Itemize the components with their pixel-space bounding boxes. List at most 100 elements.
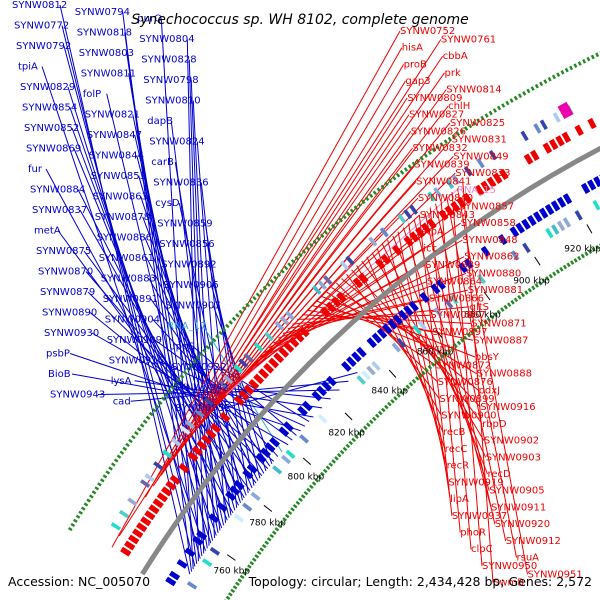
gene-label[interactable]: cad: [113, 396, 131, 407]
gene-label[interactable]: SYNW0952: [175, 403, 230, 414]
cog-gene-block[interactable]: [144, 473, 155, 483]
gene-label[interactable]: rbpD: [482, 419, 507, 430]
cog-gene-block[interactable]: [317, 414, 328, 424]
gene-label[interactable]: dapB: [147, 116, 173, 127]
gene-label[interactable]: SYNW0930: [44, 328, 99, 339]
gene-label[interactable]: SYNW0867: [430, 310, 485, 321]
reverse-gene-arrow[interactable]: [229, 485, 241, 496]
gene-label[interactable]: phoR: [460, 528, 486, 539]
gene-label[interactable]: purQ: [137, 14, 162, 25]
cog-gene-block[interactable]: [551, 224, 560, 235]
forward-gene-arrow[interactable]: [248, 378, 260, 390]
gene-label[interactable]: SYNW0920: [495, 519, 550, 530]
reverse-gene-arrow[interactable]: [208, 513, 220, 524]
cog-gene-block[interactable]: [127, 497, 138, 507]
cog-gene-block[interactable]: [243, 352, 254, 363]
gene-label[interactable]: SYNW0922: [171, 362, 226, 373]
gene-label[interactable]: SYNW0859: [157, 219, 212, 230]
gene-label[interactable]: SYNW0869: [26, 144, 81, 155]
forward-gene-arrow[interactable]: [144, 510, 156, 521]
gene-label[interactable]: SYNW0828: [141, 55, 196, 66]
gene-label[interactable]: cysD: [155, 198, 180, 209]
gene-label[interactable]: recR: [447, 461, 470, 472]
gene-label[interactable]: SYNW0809: [407, 93, 462, 104]
gene-label[interactable]: SYNW0804: [139, 34, 194, 45]
gene-label[interactable]: SYNW0831: [452, 135, 507, 146]
reverse-gene-arrow[interactable]: [216, 502, 228, 513]
gene-label[interactable]: SYNW0887: [473, 335, 528, 346]
forward-gene-arrow[interactable]: [325, 301, 337, 313]
cog-gene-block[interactable]: [451, 174, 461, 185]
gene-label[interactable]: BioB: [48, 369, 71, 380]
gene-label[interactable]: RNA_17: [167, 321, 206, 332]
reverse-gene-arrow[interactable]: [176, 559, 188, 569]
reverse-gene-arrow[interactable]: [196, 530, 208, 541]
gene-label[interactable]: SYNW0890: [42, 308, 97, 319]
gene-label[interactable]: SYNW0879: [40, 287, 95, 298]
reverse-gene-arrow[interactable]: [264, 442, 276, 453]
gene-label[interactable]: SYNW0889: [425, 260, 480, 271]
reverse-gene-arrow[interactable]: [562, 193, 573, 205]
forward-gene-arrow[interactable]: [278, 347, 290, 358]
reverse-gene-arrow[interactable]: [341, 361, 352, 372]
gene-label[interactable]: SYNW0848: [462, 235, 517, 246]
cog-gene-block[interactable]: [444, 298, 454, 309]
reverse-gene-arrow[interactable]: [282, 421, 294, 432]
cog-gene-block[interactable]: [557, 101, 574, 120]
gene-label[interactable]: SYNW0861: [99, 253, 154, 264]
forward-gene-arrow[interactable]: [200, 434, 212, 445]
gene-label[interactable]: lipA: [450, 494, 469, 505]
forward-gene-arrow[interactable]: [161, 486, 173, 497]
cog-gene-block[interactable]: [476, 157, 485, 169]
forward-gene-arrow[interactable]: [178, 462, 190, 474]
forward-gene-arrow[interactable]: [283, 341, 295, 353]
forward-gene-arrow[interactable]: [169, 474, 181, 485]
cog-gene-block[interactable]: [545, 227, 554, 239]
gene-label[interactable]: SYNW0843: [420, 210, 475, 221]
forward-gene-arrow[interactable]: [420, 222, 432, 234]
cog-gene-block[interactable]: [184, 420, 196, 430]
forward-gene-arrow[interactable]: [498, 168, 509, 181]
cog-gene-block[interactable]: [510, 250, 520, 261]
forward-gene-arrow[interactable]: [132, 528, 144, 539]
forward-gene-arrow[interactable]: [120, 546, 132, 557]
reverse-gene-arrow[interactable]: [356, 346, 367, 358]
forward-gene-arrow[interactable]: [273, 352, 285, 364]
cog-gene-block[interactable]: [253, 342, 264, 352]
cog-gene-block[interactable]: [274, 320, 285, 331]
cog-gene-block[interactable]: [317, 280, 327, 290]
forward-gene-arrow[interactable]: [474, 184, 485, 196]
reverse-gene-arrow[interactable]: [168, 570, 181, 581]
gene-label[interactable]: SYNW0881: [468, 285, 523, 296]
gene-label[interactable]: SYNW0852: [24, 123, 79, 134]
gene-label[interactable]: SYNW0906: [163, 280, 218, 291]
gene-label[interactable]: SYNW0812: [12, 0, 67, 11]
cog-gene-block[interactable]: [403, 209, 413, 220]
cog-gene-block[interactable]: [140, 479, 151, 489]
gene-label[interactable]: SYNW0862: [464, 252, 519, 263]
forward-gene-arrow[interactable]: [529, 149, 540, 162]
forward-gene-arrow[interactable]: [152, 498, 164, 509]
forward-gene-arrow[interactable]: [243, 384, 255, 395]
gene-label[interactable]: SYNW0909: [107, 335, 162, 346]
forward-gene-arrow[interactable]: [165, 480, 177, 491]
gene-label[interactable]: gap3: [405, 76, 430, 87]
gene-label[interactable]: pbsY: [475, 352, 500, 363]
cog-gene-block[interactable]: [522, 242, 531, 254]
reverse-gene-arrow[interactable]: [397, 309, 409, 321]
cog-gene-block[interactable]: [445, 178, 455, 189]
forward-gene-arrow[interactable]: [391, 244, 403, 256]
cog-gene-block[interactable]: [366, 365, 376, 376]
gene-label[interactable]: SYNW0825: [450, 118, 505, 129]
gene-label[interactable]: SYNW0880: [466, 268, 521, 279]
gene-label[interactable]: SYNW0878: [95, 212, 150, 223]
cog-gene-block[interactable]: [533, 123, 542, 134]
forward-gene-arrow[interactable]: [456, 196, 467, 209]
reverse-gene-arrow[interactable]: [532, 211, 543, 223]
forward-gene-arrow[interactable]: [191, 445, 203, 457]
reverse-gene-arrow[interactable]: [527, 214, 537, 227]
forward-gene-arrow[interactable]: [210, 422, 222, 434]
gene-label[interactable]: RNA_15: [457, 185, 496, 196]
cog-gene-block[interactable]: [323, 275, 333, 285]
cog-gene-block[interactable]: [299, 434, 310, 444]
